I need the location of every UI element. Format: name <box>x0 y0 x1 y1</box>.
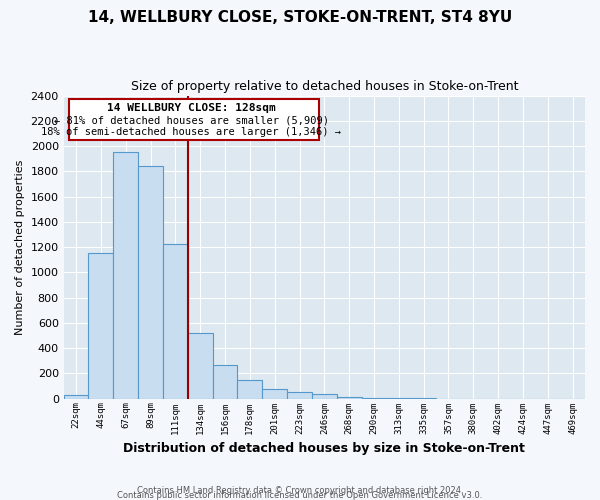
Bar <box>188 333 212 398</box>
Bar <box>312 394 337 398</box>
Bar <box>64 395 88 398</box>
Text: 14 WELLBURY CLOSE: 128sqm: 14 WELLBURY CLOSE: 128sqm <box>107 103 276 113</box>
Text: 14, WELLBURY CLOSE, STOKE-ON-TRENT, ST4 8YU: 14, WELLBURY CLOSE, STOKE-ON-TRENT, ST4 … <box>88 10 512 25</box>
FancyBboxPatch shape <box>69 98 319 140</box>
Text: 18% of semi-detached houses are larger (1,346) →: 18% of semi-detached houses are larger (… <box>41 128 341 138</box>
Bar <box>287 392 312 398</box>
Title: Size of property relative to detached houses in Stoke-on-Trent: Size of property relative to detached ho… <box>131 80 518 93</box>
Text: Contains HM Land Registry data © Crown copyright and database right 2024.: Contains HM Land Registry data © Crown c… <box>137 486 463 495</box>
Bar <box>138 166 163 398</box>
Bar <box>262 388 287 398</box>
Text: ← 81% of detached houses are smaller (5,909): ← 81% of detached houses are smaller (5,… <box>54 116 329 126</box>
Bar <box>163 244 188 398</box>
Bar <box>238 380 262 398</box>
X-axis label: Distribution of detached houses by size in Stoke-on-Trent: Distribution of detached houses by size … <box>124 442 525 455</box>
Bar <box>113 152 138 398</box>
Bar <box>88 253 113 398</box>
Y-axis label: Number of detached properties: Number of detached properties <box>15 160 25 335</box>
Bar <box>212 365 238 398</box>
Text: Contains public sector information licensed under the Open Government Licence v3: Contains public sector information licen… <box>118 490 482 500</box>
